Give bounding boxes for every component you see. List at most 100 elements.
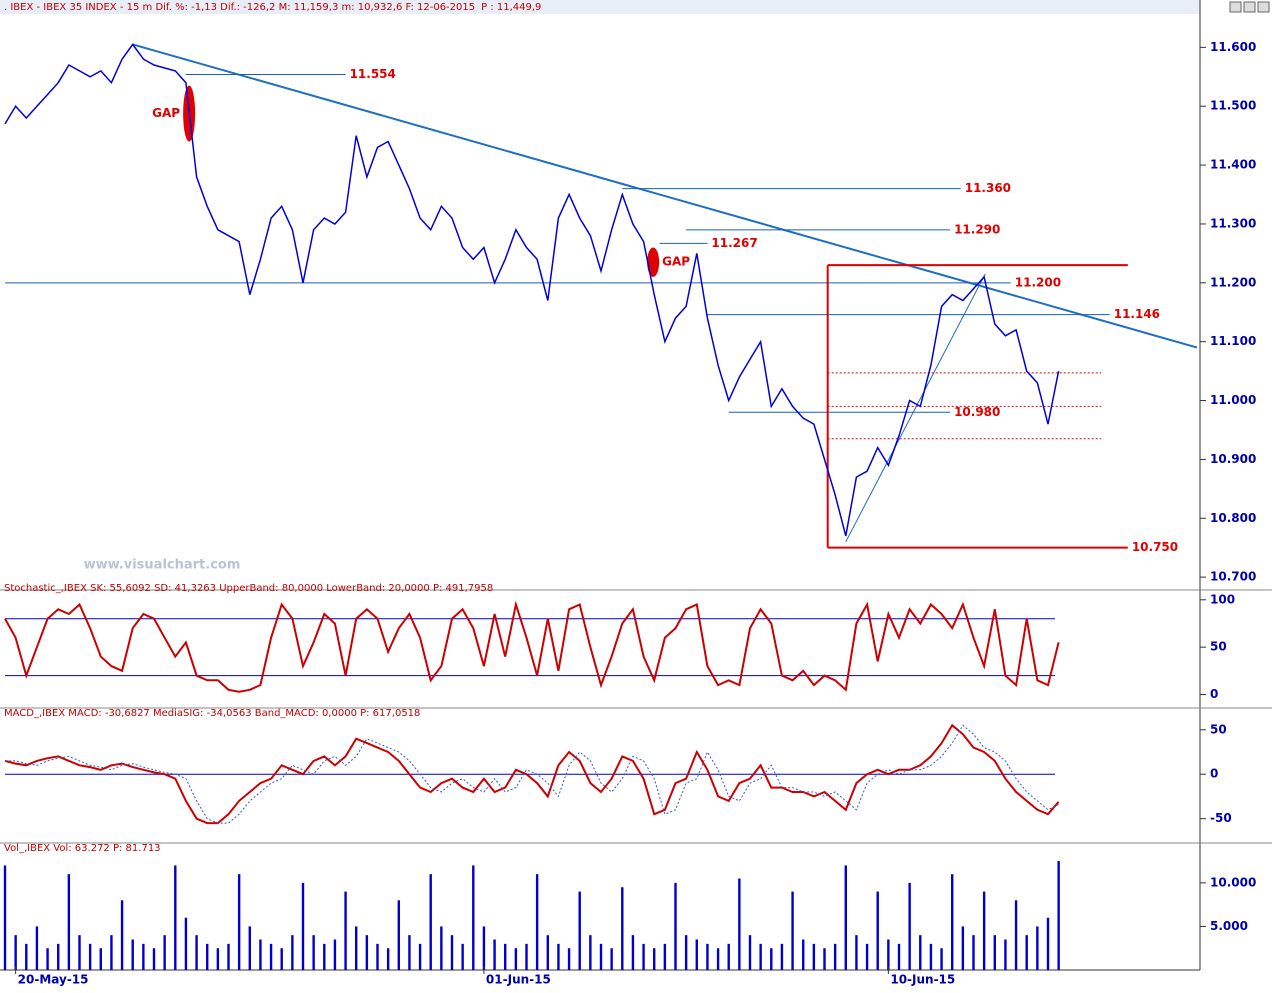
volume-bar: [174, 865, 177, 970]
y-tick-label: 11.100: [1210, 334, 1256, 348]
volume-bar: [844, 865, 847, 970]
volume-bar: [333, 939, 337, 970]
volume-bar: [546, 935, 549, 970]
volume-bar: [206, 943, 209, 970]
volume-bar: [461, 943, 464, 970]
volume-bar: [929, 943, 933, 970]
volume-bar: [344, 891, 347, 970]
volume-bar: [14, 935, 17, 970]
level-label: 11.360: [965, 181, 1011, 195]
volume-bar: [695, 939, 698, 970]
volume-bar: [876, 891, 879, 970]
y-tick-label: 100: [1210, 592, 1235, 606]
volume-bar: [237, 874, 241, 970]
panel-title: Stochastic_,IBEX SK: 55,6092 SD: 41,3263…: [4, 583, 493, 594]
gap-label: GAP: [152, 106, 180, 120]
volume-bar: [780, 943, 784, 970]
volume-bar: [280, 948, 283, 970]
y-tick-label: 50: [1210, 722, 1227, 736]
volume-bar: [472, 865, 475, 970]
volume-bar: [631, 935, 635, 970]
volume-bar: [919, 935, 922, 970]
volume-bar: [727, 943, 730, 970]
volume-bar: [195, 935, 198, 970]
volume-bar: [514, 948, 518, 970]
volume-bar: [323, 943, 326, 970]
button[interactable]: [1229, 1, 1242, 13]
volume-bar: [227, 943, 230, 970]
volume-bar: [57, 943, 60, 970]
volume-bar: [312, 935, 315, 970]
y-tick-label: -50: [1210, 811, 1232, 825]
volume-bar: [301, 882, 305, 970]
volume-bar: [887, 939, 890, 970]
volume-bar: [621, 887, 624, 970]
volume-bar: [706, 943, 709, 970]
volume-bar: [993, 935, 996, 970]
title-price: P : 11,449,9: [481, 2, 541, 13]
volume-bar: [376, 943, 379, 970]
volume-bar: [440, 926, 443, 970]
volume-bar: [386, 948, 390, 970]
series-line: [5, 724, 1059, 824]
volume-bar: [865, 943, 869, 970]
volume-bar: [823, 948, 826, 970]
volume-bar: [110, 935, 113, 970]
y-tick-label: 11.200: [1210, 275, 1256, 289]
volume-bar: [802, 939, 805, 970]
x-tick-label: 20-May-15: [18, 973, 89, 987]
volume-bar: [738, 878, 741, 970]
volume-bar: [269, 943, 273, 970]
y-tick-label: 5.000: [1210, 919, 1248, 933]
volume-bar: [557, 943, 560, 970]
window-buttons[interactable]: [1229, 1, 1270, 13]
volume-bar: [578, 891, 581, 970]
volume-bar: [163, 935, 166, 970]
y-tick-label: 10.800: [1210, 511, 1256, 525]
volume-bar: [855, 935, 858, 970]
volume-bar: [897, 943, 901, 970]
volume-bar: [770, 948, 773, 970]
volume-bar: [972, 935, 975, 970]
volume-bar: [1036, 926, 1039, 970]
volume-bar: [408, 935, 411, 970]
volume-bar: [908, 882, 911, 970]
volume-bar: [355, 926, 358, 970]
volume-bar: [142, 943, 145, 970]
volume-bar: [78, 935, 81, 970]
series-line: [4, 43, 1060, 537]
volume-bar: [1014, 900, 1018, 970]
watermark: www.visualchart.com: [84, 558, 241, 573]
volume-bar: [482, 926, 486, 970]
panel-title: MACD_,IBEX MACD: -30,6827 MediaSIG: -34,…: [4, 708, 420, 719]
volume-bar: [982, 891, 986, 970]
volume-bar: [152, 948, 156, 970]
button[interactable]: [1243, 1, 1256, 13]
volume-bar: [504, 943, 507, 970]
volume-bar: [35, 926, 39, 970]
x-tick-label: 10-Jun-15: [890, 973, 955, 987]
volume-bar: [610, 948, 613, 970]
volume-bar: [418, 943, 422, 970]
volume-bar: [674, 882, 677, 970]
level-label: 11.267: [711, 236, 757, 250]
button[interactable]: [1257, 1, 1270, 13]
volume-bar: [812, 943, 816, 970]
volume-bar: [397, 900, 400, 970]
level-label: 11.200: [1015, 275, 1061, 289]
volume-bar: [1057, 861, 1060, 970]
volume-bar: [951, 874, 954, 970]
gap-marker: [647, 247, 660, 277]
y-tick-label: 11.000: [1210, 393, 1256, 407]
trendline: [845, 273, 986, 543]
volume-bar: [567, 948, 571, 970]
volume-bar: [25, 943, 28, 970]
volume-bar: [940, 948, 943, 970]
panel-title: . IBEX - IBEX 35 INDEX - 15 m Dif. %: -1…: [4, 2, 475, 13]
volume-bar: [759, 943, 762, 970]
header-bar: [0, 0, 1200, 14]
volume-bar: [833, 943, 837, 970]
volume-bar: [642, 943, 645, 970]
volume-bar: [259, 939, 262, 970]
volume-bar: [3, 865, 7, 970]
